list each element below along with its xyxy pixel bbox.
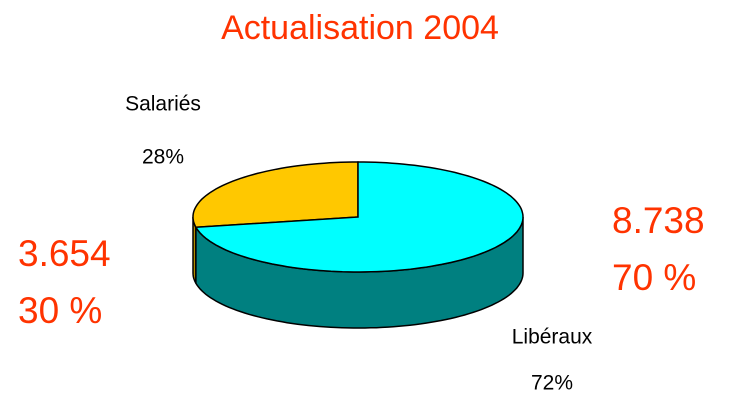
value-label: 28% [142, 146, 184, 169]
slice-label: Salariés [125, 93, 201, 116]
slice-label: Libéraux [512, 326, 593, 349]
chart-title: Actualisation 2004 [221, 9, 499, 47]
annotation: 70 % [612, 257, 696, 298]
pie-slice [192, 161, 359, 229]
pie-slice [194, 161, 524, 273]
annotation: 30 % [18, 290, 102, 331]
annotation: 8.738 [612, 200, 705, 241]
value-label: 72% [531, 372, 573, 395]
annotation: 3.654 [18, 233, 111, 274]
